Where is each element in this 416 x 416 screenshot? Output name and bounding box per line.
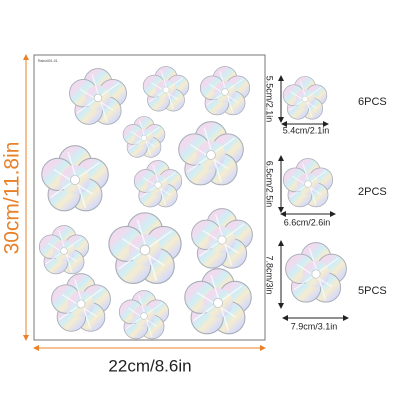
- size-height: 5.5cm/2.1in: [265, 76, 275, 123]
- sheet-height: 30cm/11.8in: [1, 142, 24, 255]
- sheet-width: 22cm/8.6in: [108, 356, 191, 375]
- flower-large: [286, 243, 347, 303]
- size-count: 5PCS: [358, 285, 387, 297]
- size-width: 5.4cm/2.1in: [283, 125, 330, 135]
- size-height: 7.8cm/3in: [265, 255, 275, 294]
- size-count: 2PCS: [358, 186, 387, 198]
- size-count: 6PCS: [358, 96, 387, 108]
- size-width: 7.9cm/3.1in: [291, 321, 338, 331]
- flower-small: [283, 76, 327, 119]
- sheet-code: Rainoll01-01: [38, 59, 58, 63]
- size-height: 6.5cm/2.5in: [265, 161, 275, 208]
- size-width: 6.6cm/2.6in: [284, 217, 331, 227]
- flower-medium: [283, 159, 332, 207]
